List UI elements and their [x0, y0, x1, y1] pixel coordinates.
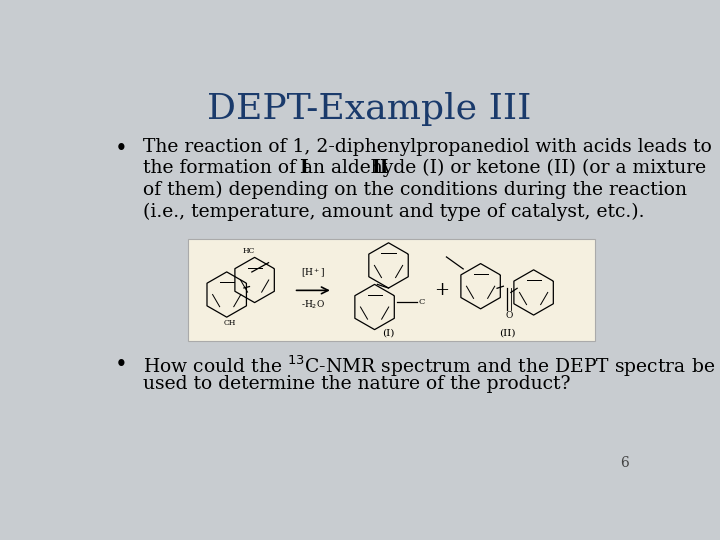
Text: CH: CH	[223, 319, 235, 327]
Text: •: •	[115, 138, 128, 159]
Text: II: II	[372, 159, 389, 177]
Text: O: O	[505, 311, 513, 320]
Text: (i.e., temperature, amount and type of catalyst, etc.).: (i.e., temperature, amount and type of c…	[143, 202, 644, 221]
Text: The reaction of 1, 2-diphenylpropanediol with acids leads to: The reaction of 1, 2-diphenylpropanediol…	[143, 138, 712, 156]
Text: +: +	[434, 281, 449, 299]
Text: HC: HC	[243, 247, 255, 255]
FancyBboxPatch shape	[188, 239, 595, 341]
Text: [H$^+$]: [H$^+$]	[301, 267, 325, 280]
Text: the formation of an aldehyde (I) or ketone (II) (or a mixture: the formation of an aldehyde (I) or keto…	[143, 159, 706, 178]
Text: -H$_2$O: -H$_2$O	[301, 299, 325, 311]
Text: used to determine the nature of the product?: used to determine the nature of the prod…	[143, 375, 570, 394]
Text: DEPT-Example III: DEPT-Example III	[207, 92, 531, 126]
Text: C: C	[418, 298, 425, 306]
Text: (II): (II)	[499, 328, 516, 337]
Text: How could the $^{13}$C-NMR spectrum and the DEPT spectra be: How could the $^{13}$C-NMR spectrum and …	[143, 354, 715, 379]
Text: I: I	[299, 159, 307, 177]
Text: (I): (I)	[382, 328, 395, 337]
Text: •: •	[115, 354, 128, 376]
Text: 6: 6	[620, 456, 629, 470]
Text: of them) depending on the conditions during the reaction: of them) depending on the conditions dur…	[143, 181, 687, 199]
